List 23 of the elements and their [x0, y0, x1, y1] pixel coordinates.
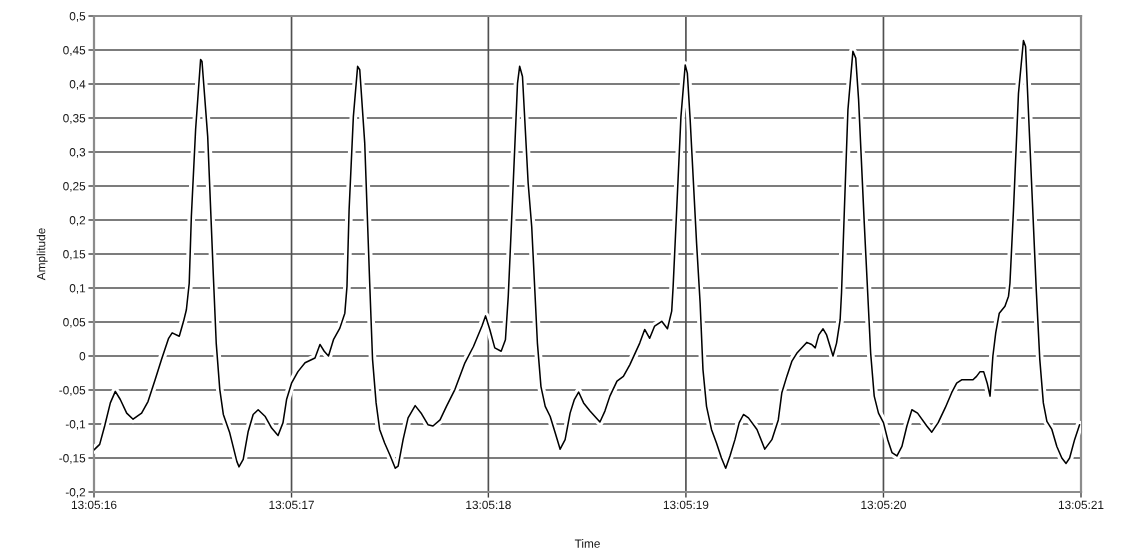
x-tick-label: 13:05:21	[1058, 500, 1104, 509]
x-tick-label: 13:05:17	[269, 500, 314, 509]
y-tick-label: 0,1	[69, 284, 86, 294]
y-tick-label: -0,15	[59, 454, 86, 464]
y-tick-label: 0,05	[63, 318, 86, 328]
y-tick-label: 0	[79, 352, 86, 361]
y-axis-title: Amplitude	[36, 228, 48, 281]
y-tick-label: 0,4	[69, 80, 86, 90]
y-tick-label: -0,1	[65, 420, 86, 430]
x-tick-label: 13:05:16	[71, 500, 117, 509]
y-tick-label: 0,3	[69, 148, 86, 158]
x-axis-title: Time	[574, 539, 600, 548]
x-tick-label: 13:05:18	[466, 500, 511, 509]
x-tick-label: 13:05:20	[861, 500, 906, 509]
y-tick-label: 0,2	[69, 216, 86, 226]
y-tick-label: 0,5	[69, 12, 86, 22]
y-tick-label: -0,2	[65, 488, 86, 498]
y-tick-label: 0,45	[63, 46, 86, 56]
y-tick-label: 0,35	[63, 114, 86, 124]
y-tick-label: 0,25	[63, 182, 86, 192]
y-tick-label: -0,05	[59, 386, 86, 396]
y-tick-label: 0,15	[63, 250, 86, 260]
x-tick-label: 13:05:19	[663, 500, 709, 509]
